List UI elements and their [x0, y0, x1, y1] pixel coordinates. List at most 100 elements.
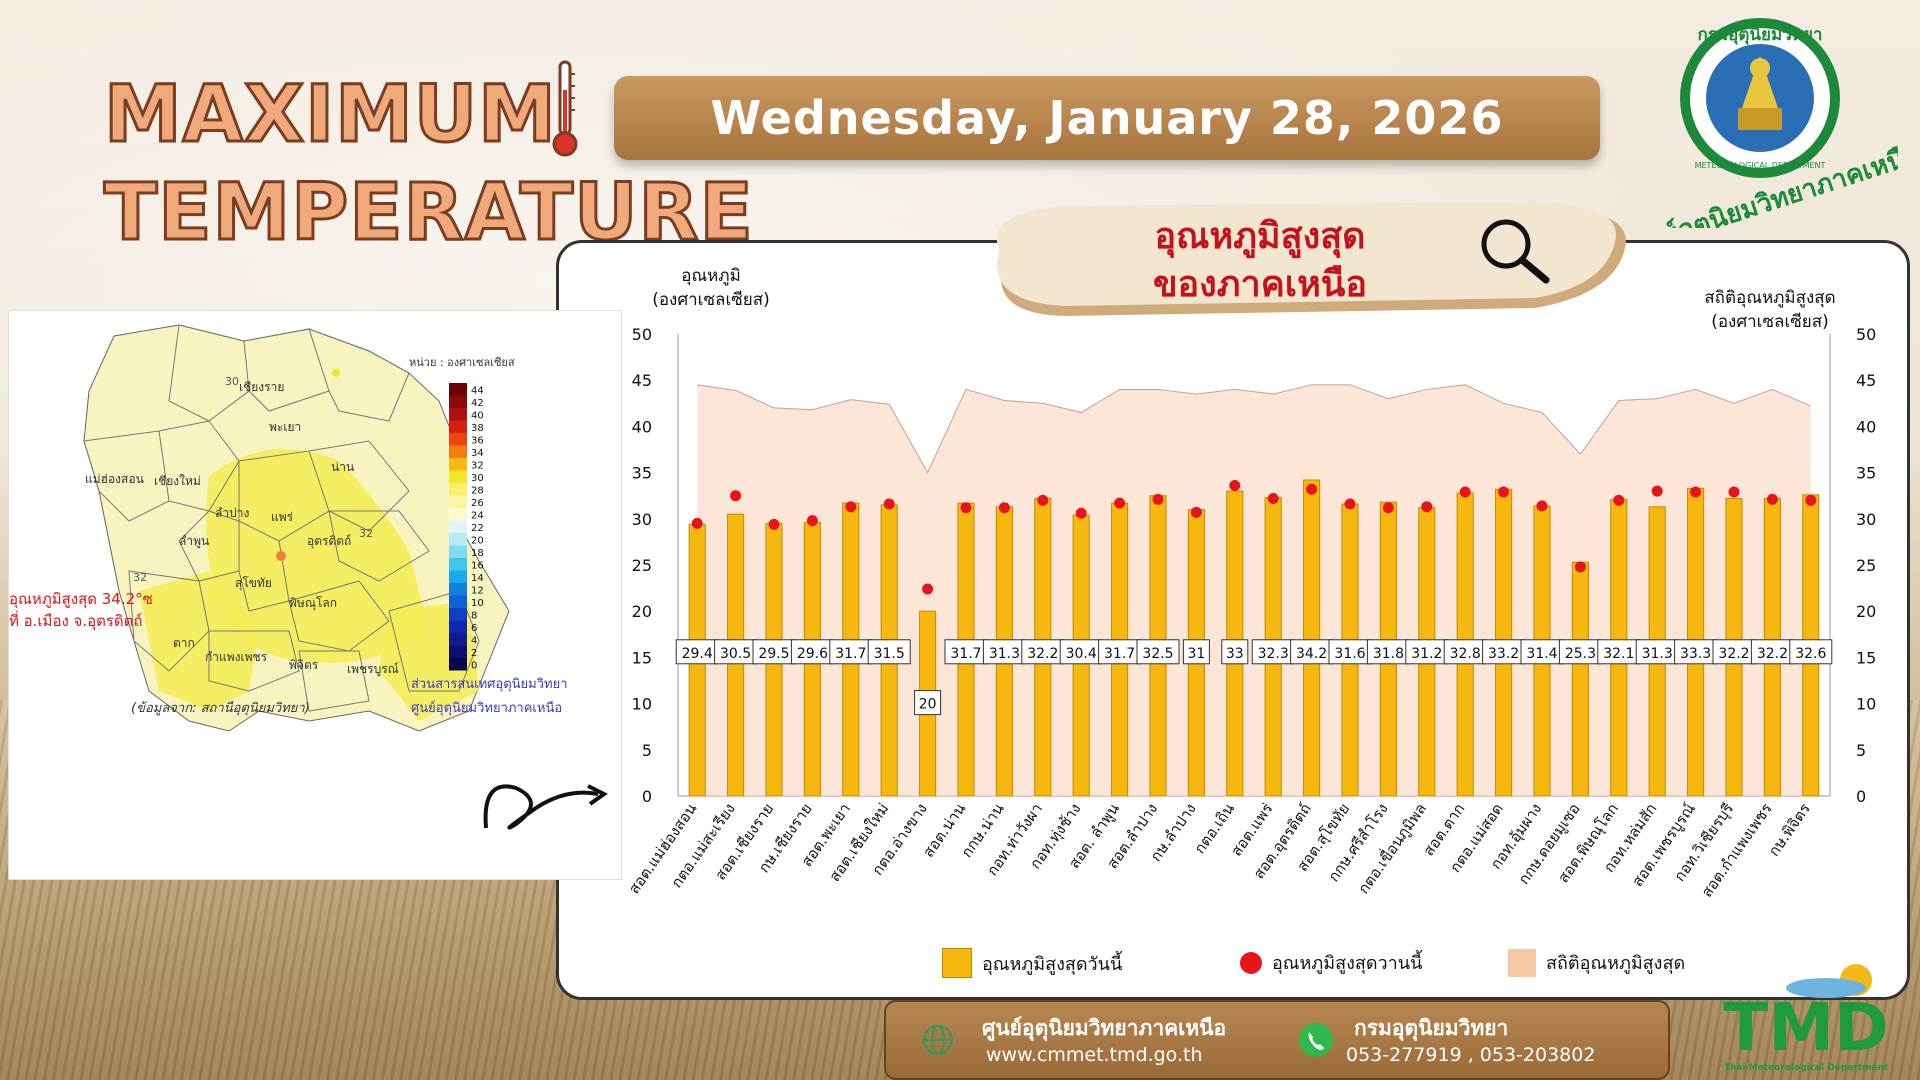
- legend-item-today: อุณหภูมิสูงสุดวันนี้: [942, 948, 1122, 978]
- map-colorbar: 4442403836343230282624222018161412108642…: [449, 383, 484, 671]
- map-label-chiangmai: เชียงใหม่: [154, 474, 201, 488]
- yesterday-dot-0: [691, 517, 703, 529]
- footer-website[interactable]: www.cmmet.tmd.go.th: [986, 1044, 1203, 1066]
- temperature-map: เชียงราย พะเยา น่าน แม่ฮ่องสอน เชียงใหม่…: [8, 310, 622, 880]
- bar-label-box-27: [1712, 639, 1756, 665]
- bar-label-box-14: [1221, 639, 1249, 665]
- y-tick-left-1: 5: [642, 741, 652, 760]
- colorbar-swatch-15: [449, 570, 467, 583]
- map-label-kamphaengphet: กำแพงเพชร: [205, 650, 268, 664]
- y-tick-left-6: 30: [632, 510, 652, 529]
- bar-label-12: 32.5: [1142, 646, 1173, 662]
- colorbar-tick-4: 36: [471, 435, 484, 446]
- colorbar-tick-12: 20: [471, 535, 484, 546]
- bar-label-13: 31: [1187, 646, 1205, 662]
- yesterday-dot-22: [1536, 500, 1548, 512]
- yesterday-dot-5: [883, 498, 895, 510]
- map-label-sukhothai: สุโขทัย: [235, 576, 272, 591]
- colorbar-swatch-10: [449, 508, 467, 521]
- colorbar-tick-1: 42: [471, 398, 484, 409]
- colorbar-tick-17: 10: [471, 598, 484, 609]
- yesterday-dot-12: [1152, 493, 1164, 505]
- map-label-phrae: แพร่: [271, 510, 294, 524]
- map-credit-1: ส่วนสารสนเทศอุตุนิยมวิทยา: [411, 677, 568, 692]
- y-tick-right-9: 45: [1856, 371, 1876, 390]
- yesterday-dot-26: [1690, 486, 1702, 498]
- colorbar-swatch-4: [449, 433, 467, 446]
- map-label-lamphun: ลำพูน: [179, 534, 209, 549]
- tmd-logo-subtext: Thai Meteorological Department: [1724, 1063, 1889, 1073]
- colorbar-tick-20: 4: [471, 635, 477, 646]
- record-line: [697, 384, 1811, 474]
- footer-dept-name: กรมอุตุนิยมวิทยา: [1354, 1016, 1509, 1040]
- bar-label-25: 31.3: [1642, 646, 1673, 662]
- isotherm-label-1: 30: [225, 375, 239, 388]
- bar-label-box-21: [1482, 639, 1526, 665]
- colorbar-tick-3: 38: [471, 423, 484, 434]
- x-tick-28: สอต.กำแพงเพชร: [1698, 800, 1776, 901]
- yesterday-dot-19: [1421, 501, 1433, 513]
- bar-label-10: 30.4: [1066, 646, 1097, 662]
- colorbar-swatch-20: [449, 633, 467, 646]
- colorbar-tick-11: 22: [471, 523, 484, 534]
- colorbar-swatch-11: [449, 520, 467, 533]
- y-axis-title-right-text: สถิติอุณหภูมิสูงสุด (องศาเซลเซียส): [1704, 288, 1836, 332]
- bar-label-box-12: [1136, 639, 1180, 665]
- y-axis-title-left-text: อุณหภูมิ (องศาเซลเซียส): [652, 266, 770, 310]
- bar-23: [1571, 561, 1589, 797]
- bar-label-box-13: [1182, 639, 1210, 665]
- colorbar-tick-9: 26: [471, 498, 484, 509]
- colorbar-swatch-3: [449, 420, 467, 433]
- yesterday-dot-14: [1229, 480, 1241, 492]
- yesterday-dot-21: [1498, 486, 1510, 498]
- magnifier-icon: [1481, 219, 1550, 284]
- thermometer-icon: [552, 60, 578, 157]
- logo-top-text: กรมอุตุนิยมวิทยา: [1698, 25, 1823, 45]
- colorbar-tick-6: 32: [471, 460, 484, 471]
- bar-label-box-2: [752, 639, 796, 665]
- bar-label-2: 29.5: [758, 646, 789, 662]
- colorbar-swatch-14: [449, 558, 467, 571]
- bar-label-3: 29.6: [797, 646, 828, 662]
- y-tick-left-7: 35: [632, 464, 652, 483]
- map-unit-note: หน่วย : องศาเซลเซียส: [409, 356, 515, 369]
- yesterday-dot-11: [1114, 497, 1126, 509]
- y-tick-right-4: 20: [1856, 602, 1876, 621]
- bar-label-box-25: [1635, 639, 1679, 665]
- legend-item-record: สถิติอุณหภูมิสูงสุด: [1508, 948, 1685, 977]
- bar-label-box-17: [1328, 639, 1372, 665]
- bar-label-11: 31.7: [1104, 646, 1135, 662]
- yesterday-dot-17: [1344, 498, 1356, 510]
- y-axis-title-left: อุณหภูมิ (องศาเซลเซียส): [636, 264, 786, 312]
- bar-label-box-4: [829, 639, 873, 665]
- y-tick-right-10: 50: [1856, 325, 1876, 344]
- bar-label-23: 25.3: [1565, 646, 1596, 662]
- y-tick-right-2: 10: [1856, 695, 1876, 714]
- colorbar-swatch-9: [449, 495, 467, 508]
- colorbar-swatch-7: [449, 470, 467, 483]
- y-tick-right-3: 15: [1856, 648, 1876, 667]
- legend-label-today: อุณหภูมิสูงสุดวันนี้: [982, 953, 1123, 975]
- bar-label-box-8: [982, 639, 1026, 665]
- yesterday-dot-24: [1613, 494, 1625, 506]
- yesterday-dot-9: [1037, 494, 1049, 506]
- bar-label-27: 32.2: [1718, 646, 1749, 662]
- bar-label-box-23: [1558, 639, 1602, 665]
- bar-label-9: 32.2: [1027, 646, 1058, 662]
- phone-icon: [1299, 1023, 1333, 1057]
- bar-label-box-28: [1750, 639, 1794, 665]
- yesterday-dot-3: [806, 515, 818, 527]
- yesterday-dot-4: [845, 501, 857, 513]
- yesterday-dot-2: [768, 518, 780, 530]
- y-tick-right-6: 30: [1856, 510, 1876, 529]
- colorbar-swatch-6: [449, 458, 467, 471]
- bubble-title-line-2: ของภาคเหนือ: [1152, 264, 1368, 305]
- y-tick-right-8: 40: [1856, 417, 1876, 436]
- y-tick-left-9: 45: [632, 371, 652, 390]
- date-banner: Wednesday, January 28, 2026: [614, 76, 1600, 160]
- y-tick-left-5: 25: [632, 556, 652, 575]
- legend-label-record: สถิติอุณหภูมิสูงสุด: [1546, 953, 1686, 974]
- map-label-nan: น่าน: [331, 460, 354, 474]
- colorbar-swatch-22: [449, 658, 467, 671]
- yesterday-dot-23: [1574, 561, 1586, 573]
